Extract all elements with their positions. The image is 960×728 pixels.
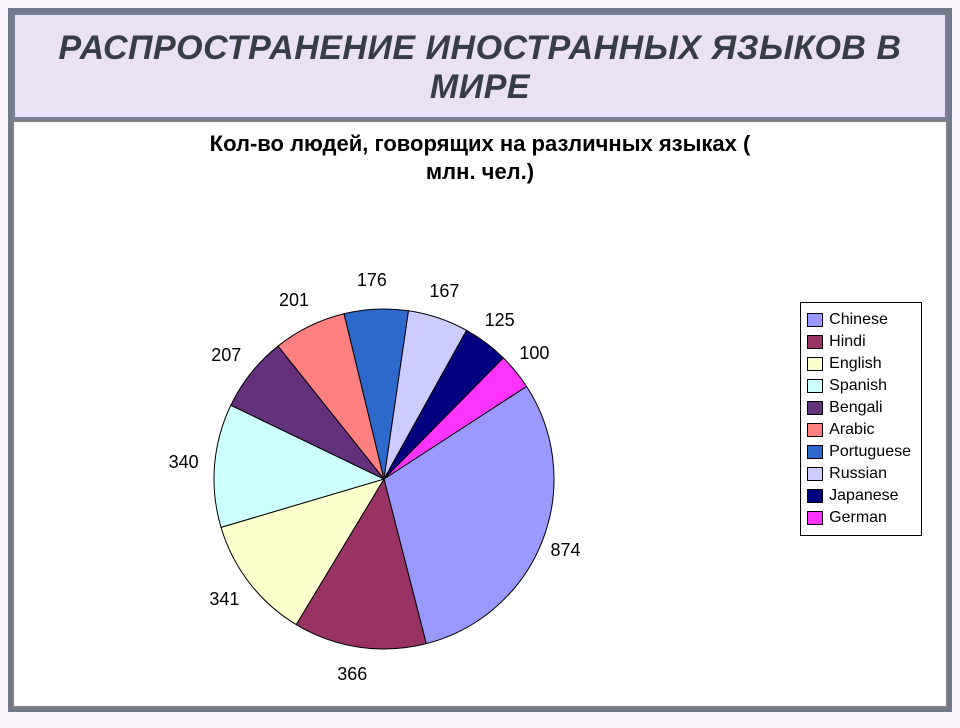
- legend-item: Chinese: [807, 309, 911, 331]
- legend-item: English: [807, 353, 911, 375]
- chart-subtitle: Кол-во людей, говорящих на различных язы…: [14, 122, 946, 185]
- legend-item: Portuguese: [807, 441, 911, 463]
- slice-value-label: 874: [550, 540, 580, 561]
- legend-item: Bengali: [807, 397, 911, 419]
- legend-label: Arabic: [829, 421, 874, 439]
- legend-swatch: [807, 313, 823, 327]
- legend-swatch: [807, 401, 823, 415]
- subtitle-line-2: млн. чел.): [426, 159, 534, 184]
- legend-swatch: [807, 357, 823, 371]
- slice-value-label: 201: [279, 290, 309, 311]
- legend-swatch: [807, 511, 823, 525]
- slice-value-label: 341: [209, 589, 239, 610]
- legend-swatch: [807, 445, 823, 459]
- legend-item: Arabic: [807, 419, 911, 441]
- slice-value-label: 340: [169, 452, 199, 473]
- legend-label: Russian: [829, 465, 887, 483]
- legend-label: Japanese: [829, 487, 898, 505]
- legend-swatch: [807, 467, 823, 481]
- legend-label: Bengali: [829, 399, 882, 417]
- slice-value-label: 100: [519, 343, 549, 364]
- legend-item: Spanish: [807, 375, 911, 397]
- pie-chart: 874366341340207201176167125100: [64, 232, 624, 662]
- legend-item: German: [807, 507, 911, 529]
- chart-panel: Кол-во людей, говорящих на различных язы…: [12, 120, 948, 708]
- legend-label: Spanish: [829, 377, 887, 395]
- legend-item: Russian: [807, 463, 911, 485]
- slice-value-label: 176: [357, 270, 387, 291]
- legend-item: Hindi: [807, 331, 911, 353]
- slice-value-label: 125: [485, 310, 515, 331]
- legend-label: English: [829, 355, 881, 373]
- title-text: РАСПРОСТРАНЕНИЕ ИНОСТРАННЫХ ЯЗЫКОВ В МИР…: [59, 29, 902, 106]
- legend-label: German: [829, 509, 887, 527]
- legend-label: Hindi: [829, 333, 865, 351]
- slice-value-label: 167: [429, 281, 459, 302]
- legend-label: Portuguese: [829, 443, 911, 461]
- subtitle-line-1: Кол-во людей, говорящих на различных язы…: [210, 131, 751, 156]
- pie-svg: [64, 232, 624, 662]
- legend-swatch: [807, 489, 823, 503]
- page-title: РАСПРОСТРАНЕНИЕ ИНОСТРАННЫХ ЯЗЫКОВ В МИР…: [12, 12, 948, 120]
- slice-value-label: 207: [211, 345, 241, 366]
- legend: Chinese Hindi English Spanish Bengali Arabic P…: [800, 302, 922, 536]
- legend-swatch: [807, 423, 823, 437]
- legend-item: Japanese: [807, 485, 911, 507]
- slice-value-label: 366: [337, 664, 367, 685]
- slide-frame: РАСПРОСТРАНЕНИЕ ИНОСТРАННЫХ ЯЗЫКОВ В МИР…: [8, 8, 952, 712]
- legend-swatch: [807, 335, 823, 349]
- legend-label: Chinese: [829, 311, 888, 329]
- legend-swatch: [807, 379, 823, 393]
